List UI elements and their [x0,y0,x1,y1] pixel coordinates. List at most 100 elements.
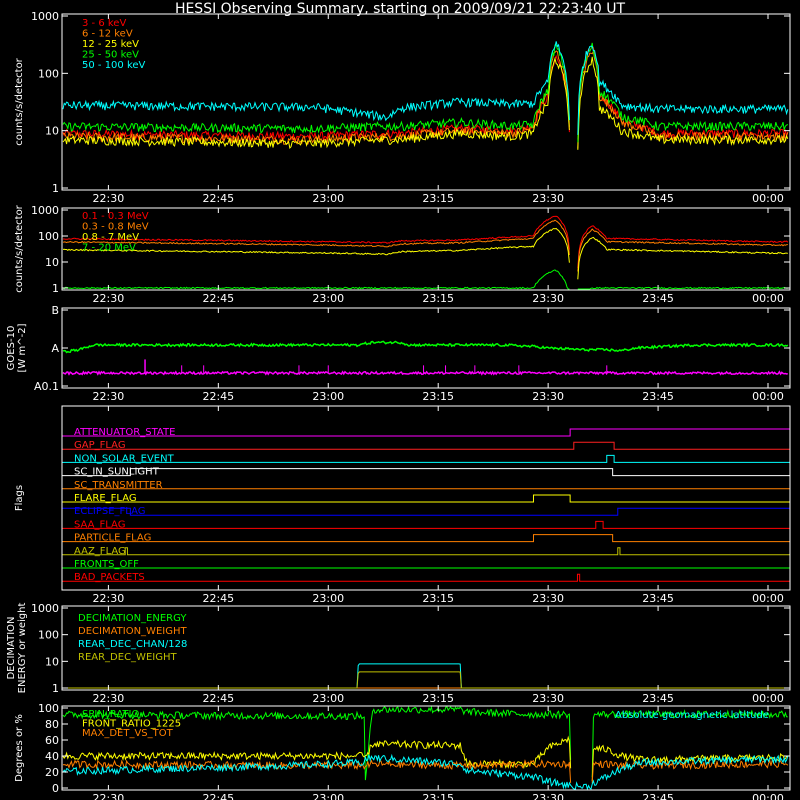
x-tick-label: 00:00 [752,792,784,800]
series-line-12-25-kev [62,56,789,150]
y-tick-label: 10 [45,256,59,269]
legend-entry: 6 - 12 keV [82,29,133,40]
y-tick-label: 1 [52,182,59,195]
x-tick-label: 23:00 [312,792,344,800]
y-tick-label: A0.1 [34,380,59,393]
flag-line-non-solar-event [62,454,790,463]
x-tick-label: 22:30 [93,592,125,605]
legend-entry: Absolute geomagnetic latitude [615,710,769,721]
series-line-goes-10-short [62,370,788,376]
y-axis-label: ENERGY or weight [17,603,28,694]
series-line-rear-dec-weight [63,671,788,689]
x-tick-label: 23:00 [312,390,344,403]
x-tick-label: 23:00 [312,692,344,705]
x-tick-label: 23:30 [532,592,564,605]
x-tick-label: 23:15 [422,592,454,605]
y-tick-label: 100 [38,702,59,715]
series-line-7-20-mev [62,269,788,290]
flag-line-bad-packets [62,573,790,582]
plot-frame-4 [61,405,791,591]
flag-label: SAA_FLAG [74,519,125,530]
x-tick-label: 23:15 [422,792,454,800]
x-tick-label: 23:15 [422,692,454,705]
flag-line-particle-flag [62,534,790,543]
series-line-25-50-kev [62,42,788,143]
y-axis-label: counts/s/detector [14,57,25,145]
y-tick-label: 1 [52,682,59,695]
x-tick-label: 22:45 [202,192,234,205]
flag-label: FLARE_FLAG [74,493,137,504]
x-tick-label: 00:00 [752,192,784,205]
x-tick-label: 23:45 [642,792,674,800]
y-tick-label: 40 [45,750,59,763]
flag-label: PARTICLE_FLAG [74,533,151,544]
y-tick-label: 20 [45,766,59,779]
y-axis-label: Flags [14,485,25,511]
y-tick-label: B [51,304,59,317]
plot-frame-2 [61,207,791,291]
legend-entry: 25 - 50 keV [82,50,139,61]
x-tick-label: 00:00 [752,390,784,403]
legend-entry: DECIMATION_ENERGY [78,613,187,624]
y-tick-label: 100 [38,67,59,80]
flag-label: SC_TRANSMITTER [74,480,163,491]
y-tick-label: 10 [45,655,59,668]
y-tick-label: 1000 [31,10,59,23]
y-tick-label: 1 [52,282,59,295]
legend-entry: 0.8 - 7 MeV [82,232,139,243]
flag-line-aaz-flag [62,547,790,556]
legend-entry: 7 - 20 MeV [82,243,136,254]
flag-line-flare-flag [62,494,790,503]
y-tick-label: 1000 [31,602,59,615]
series-line-50-100-kev [62,41,789,135]
plot-frame-3 [61,307,791,389]
series-line-6-12-kev [62,50,789,149]
x-tick-label: 22:30 [93,692,125,705]
y-axis-label: counts/s/detector [14,204,25,292]
x-tick-label: 22:45 [202,692,234,705]
flag-label: SC_IN_SUNLIGHT [74,467,160,478]
plot-frame-1 [61,13,791,191]
x-tick-label: 22:45 [202,390,234,403]
y-tick-label: 10 [45,125,59,138]
flag-line-sc-in-sunlight [62,468,790,477]
legend-entry: 3 - 6 keV [82,18,126,29]
series-line-0-1-0-3-mev [63,215,789,269]
x-tick-label: 23:00 [312,592,344,605]
legend-entry: 50 - 100 keV [82,60,146,71]
x-tick-label: 23:45 [642,292,674,305]
x-tick-label: 23:00 [312,192,344,205]
y-axis-label: Degrees or % [14,714,25,782]
flag-label: ECLIPSE_FLAG [74,506,145,517]
y-axis-label: GOES-10 [6,326,17,371]
legend-entry: FRONT_RATIO_1225 [82,719,181,730]
flag-line-eclipse-flag [61,507,791,516]
flag-line-saa-flag [62,520,790,529]
x-tick-label: 22:30 [93,390,125,403]
x-tick-label: 22:30 [93,792,125,800]
series-line-rear-dec-chan-128 [63,663,788,689]
x-tick-label: 22:45 [202,292,234,305]
flag-label: GAP_FLAG [74,440,126,451]
flag-label: FRONTS_OFF [74,559,139,570]
series-line-front-ratio-1225 [62,735,788,782]
x-tick-label: 23:45 [642,192,674,205]
legend-entry: REAR_DEC_WEIGHT [78,652,177,663]
x-tick-label: 22:45 [202,792,234,800]
x-tick-label: 23:30 [532,792,564,800]
x-tick-label: 23:15 [422,192,454,205]
x-tick-label: 23:30 [532,292,564,305]
y-axis-label: DECIMATION [6,616,17,679]
legend-entry: DECIMATION_WEIGHT [78,626,187,637]
flag-label: BAD_PACKETS [74,572,145,583]
x-tick-label: 23:45 [642,592,674,605]
legend-entry: 0.1 - 0.3 MeV [82,211,149,222]
flag-label: ATTENUATOR_STATE [74,427,175,438]
x-tick-label: 23:15 [422,390,454,403]
series-line-0-8-7-mev [62,227,788,280]
y-tick-label: 100 [38,230,59,243]
legend-entry: 12 - 25 keV [82,39,139,50]
series-line-absolute-geomagnetic-latitude [62,753,789,791]
x-tick-label: 23:30 [532,192,564,205]
